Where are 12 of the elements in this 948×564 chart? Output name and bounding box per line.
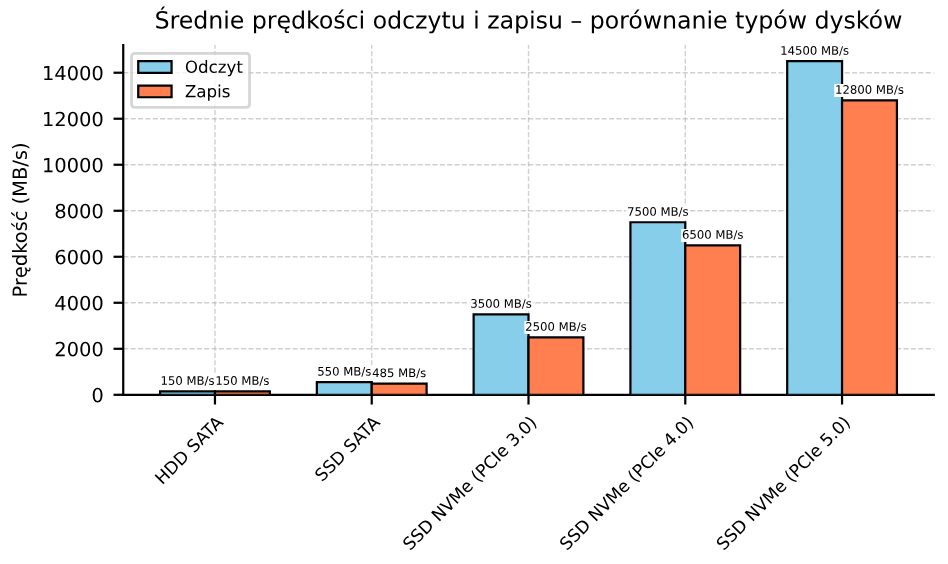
y-tick-label: 8000 xyxy=(55,203,103,219)
chart-title: Średnie prędkości odczytu i zapisu – porównanie typów dysków xyxy=(156,6,902,34)
legend-label: Zapis xyxy=(185,84,230,101)
y-tick-label: 14000 xyxy=(44,65,103,81)
y-tick-label: 0 xyxy=(92,387,103,403)
y-tick-label: 12000 xyxy=(44,111,103,127)
y-tick-label: 4000 xyxy=(55,295,103,311)
y-axis-title: Prędkość (MB/s) xyxy=(11,144,31,296)
y-tick-label: 6000 xyxy=(55,249,103,265)
y-tick-label: 10000 xyxy=(44,157,103,173)
y-tick-label: 2000 xyxy=(55,341,103,357)
legend-label: Odczyt xyxy=(185,60,243,77)
